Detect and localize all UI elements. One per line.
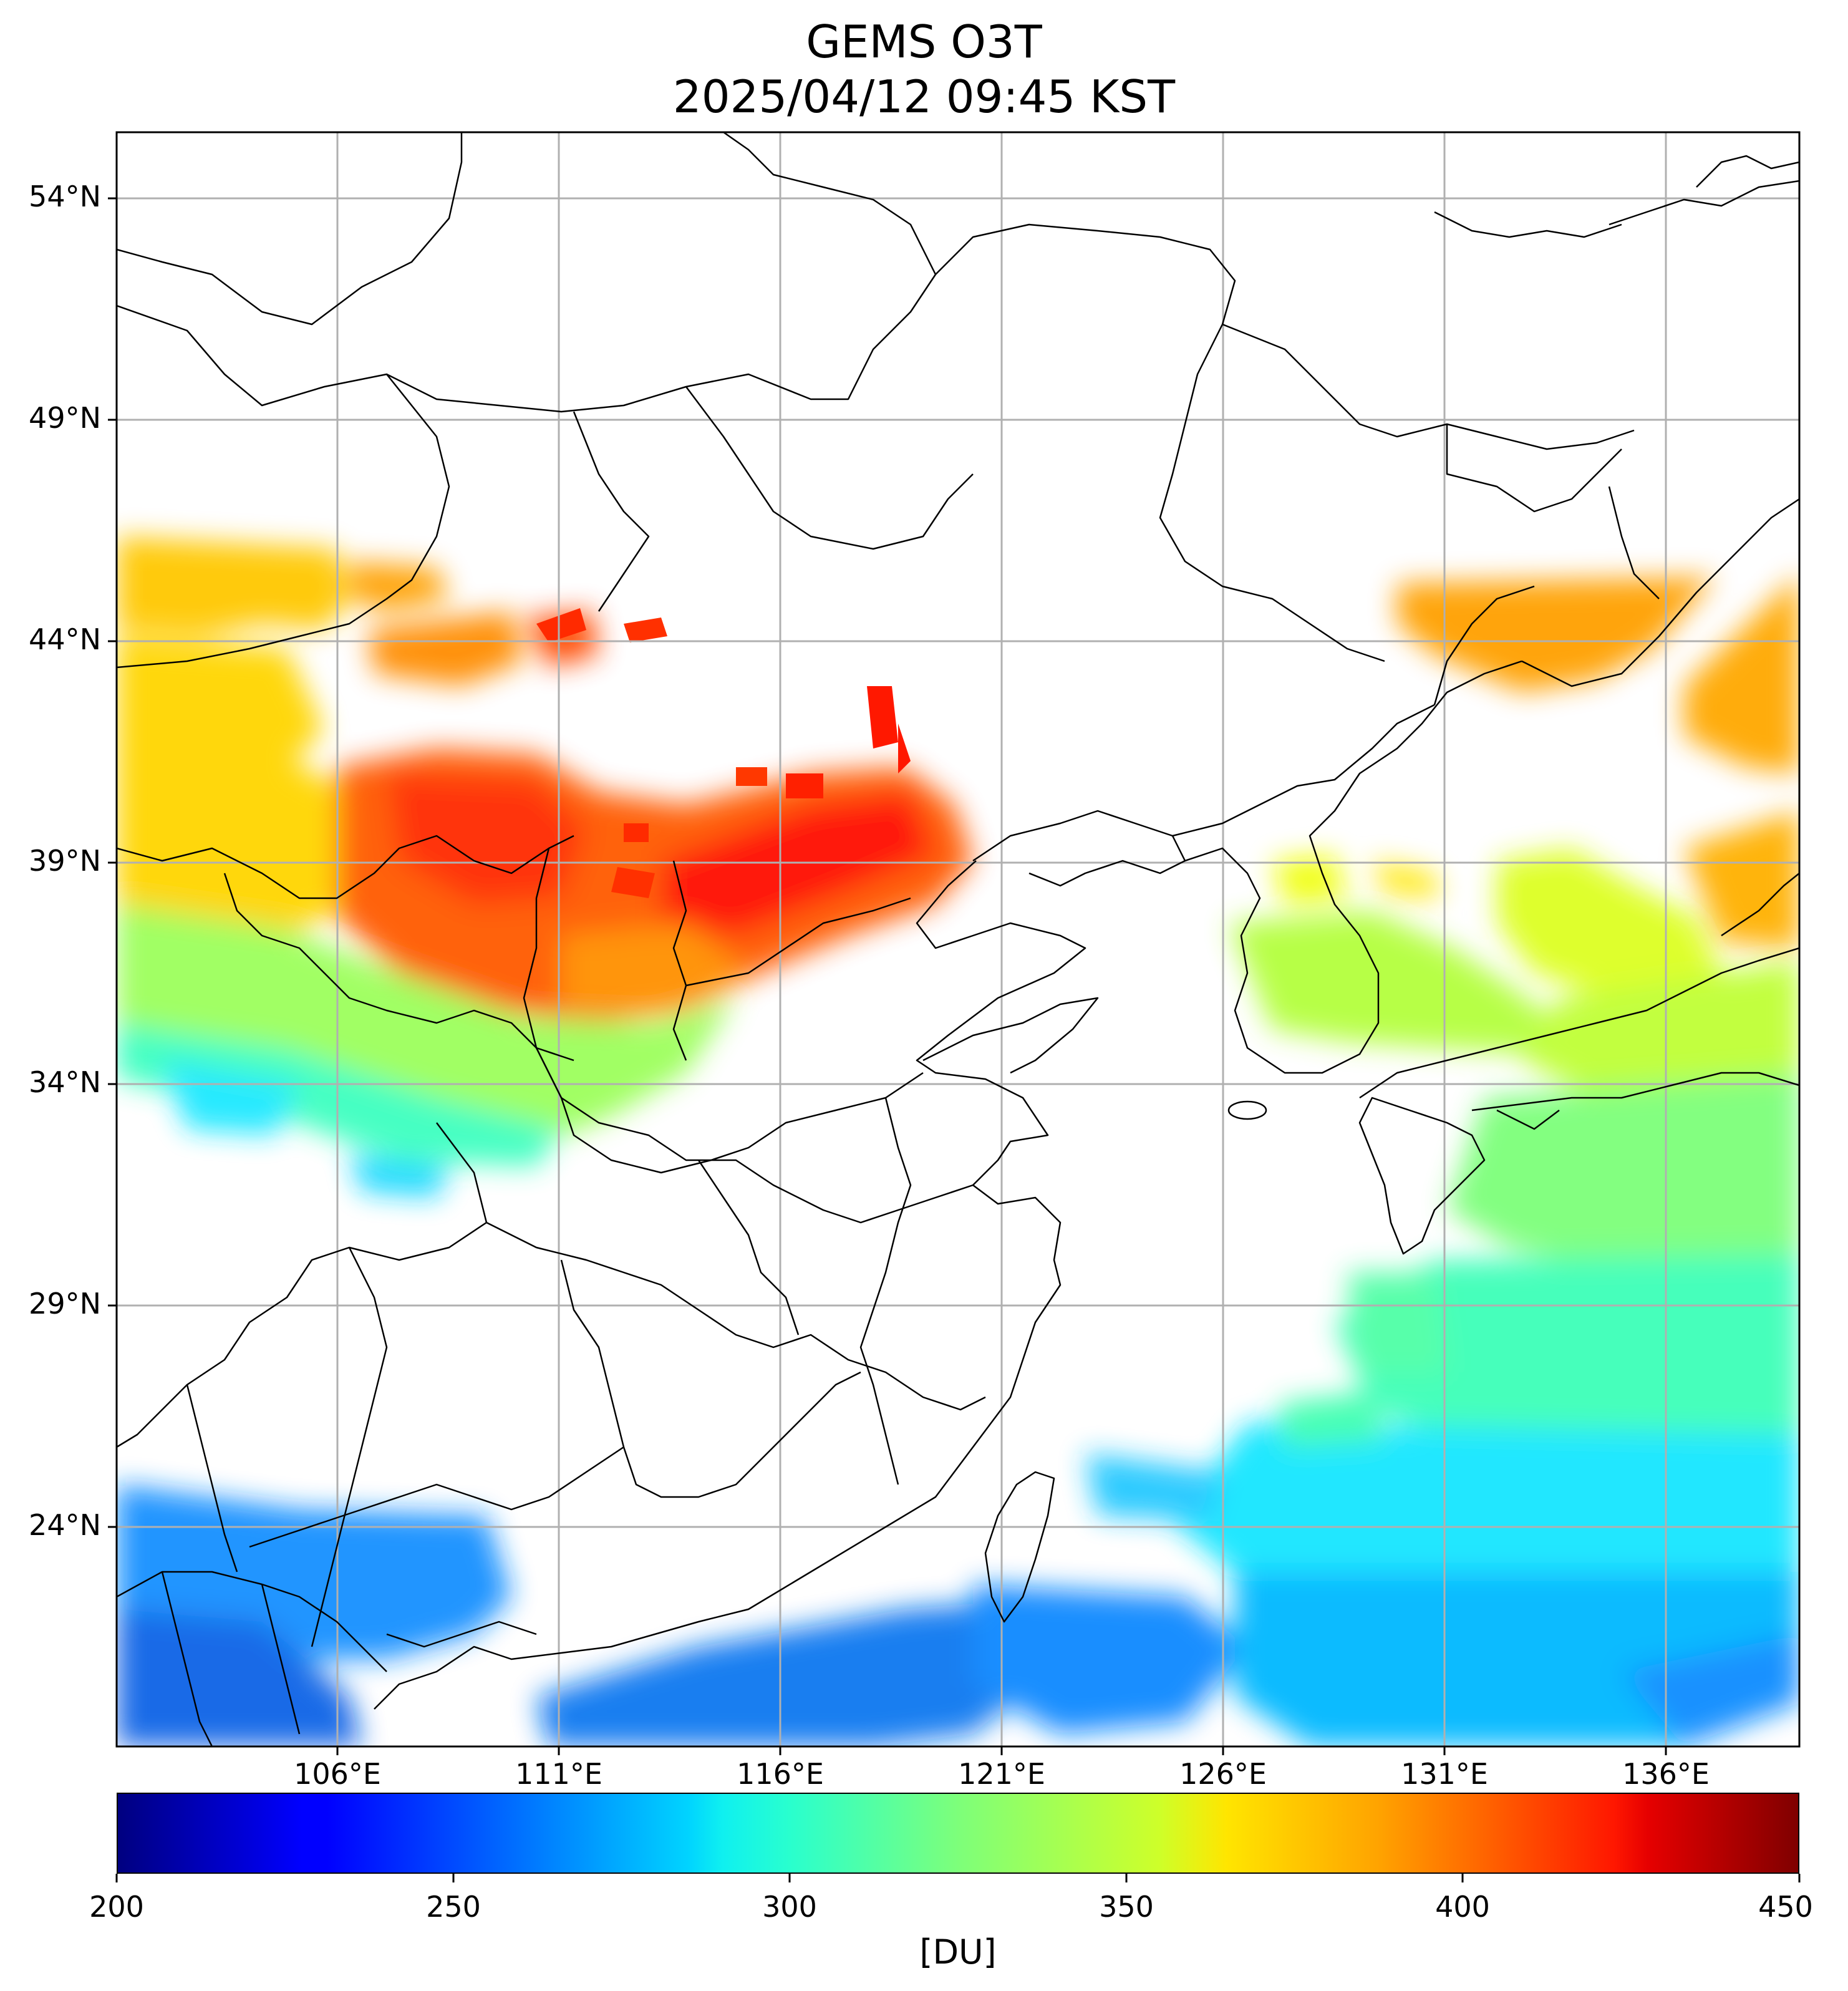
colorbar-gradient — [117, 1793, 1799, 1874]
colorbar-tick-label: 200 — [89, 1890, 144, 1924]
ozone-region-korea — [1229, 911, 1559, 1054]
lat-tick-label: 29°N — [29, 1287, 101, 1320]
lat-tick-label: 44°N — [29, 622, 101, 656]
lat-tick-label: 24°N — [29, 1508, 101, 1542]
lon-tick-label: 111°E — [515, 1757, 602, 1791]
coastline-japan — [1359, 947, 1799, 1099]
chart-title-line2: 2025/04/12 09:45 KST — [672, 70, 1176, 123]
coastline-china — [374, 860, 1086, 1710]
colorbar-tick-label: 350 — [1099, 1890, 1154, 1924]
lat-tick-label: 39°N — [29, 844, 101, 878]
coastline-korea — [1184, 660, 1522, 1074]
map-borders — [117, 132, 1799, 1746]
colorbar-tick-label: 450 — [1758, 1890, 1813, 1924]
ozone-field — [117, 536, 1799, 1746]
ozone-region-west-yellow — [117, 636, 337, 936]
lon-tick-label: 116°E — [737, 1757, 824, 1791]
lon-tick-label: 121°E — [958, 1757, 1045, 1791]
lat-tick-label: 34°N — [29, 1065, 101, 1099]
ozone-region-green-band — [117, 904, 736, 1141]
lon-tick-label: 131°E — [1401, 1757, 1488, 1791]
lon-tick-label: 136°E — [1622, 1757, 1710, 1791]
lat-tick-label: 49°N — [29, 401, 101, 435]
colorbar-ticks — [115, 1874, 1801, 1882]
lat-tick-label: 54°N — [29, 180, 101, 213]
map-gridlines — [117, 132, 1799, 1746]
lon-tick-label: 106°E — [294, 1757, 381, 1791]
ozone-region-southwest-blue — [117, 1485, 511, 1659]
coastline-taiwan — [984, 1471, 1055, 1623]
ozone-region-west-north — [117, 536, 349, 636]
colorbar-tick-label: 250 — [426, 1890, 481, 1924]
ozone-red-patches — [536, 608, 911, 898]
chart-title-line1: GEMS O3T — [806, 16, 1042, 68]
colorbar-tick-label: 400 — [1435, 1890, 1490, 1924]
lon-tick-label: 126°E — [1179, 1757, 1267, 1791]
axis-ticks — [108, 197, 1667, 1755]
plot-frame — [115, 131, 1801, 1748]
ozone-region-northeast — [1397, 577, 1715, 692]
colorbar-tick-label: 300 — [762, 1890, 817, 1924]
ozone-region-pacific — [1447, 1073, 1799, 1272]
colorbar-frame — [117, 1793, 1799, 1874]
colorbar-unit-label: [DU] — [919, 1932, 997, 1972]
